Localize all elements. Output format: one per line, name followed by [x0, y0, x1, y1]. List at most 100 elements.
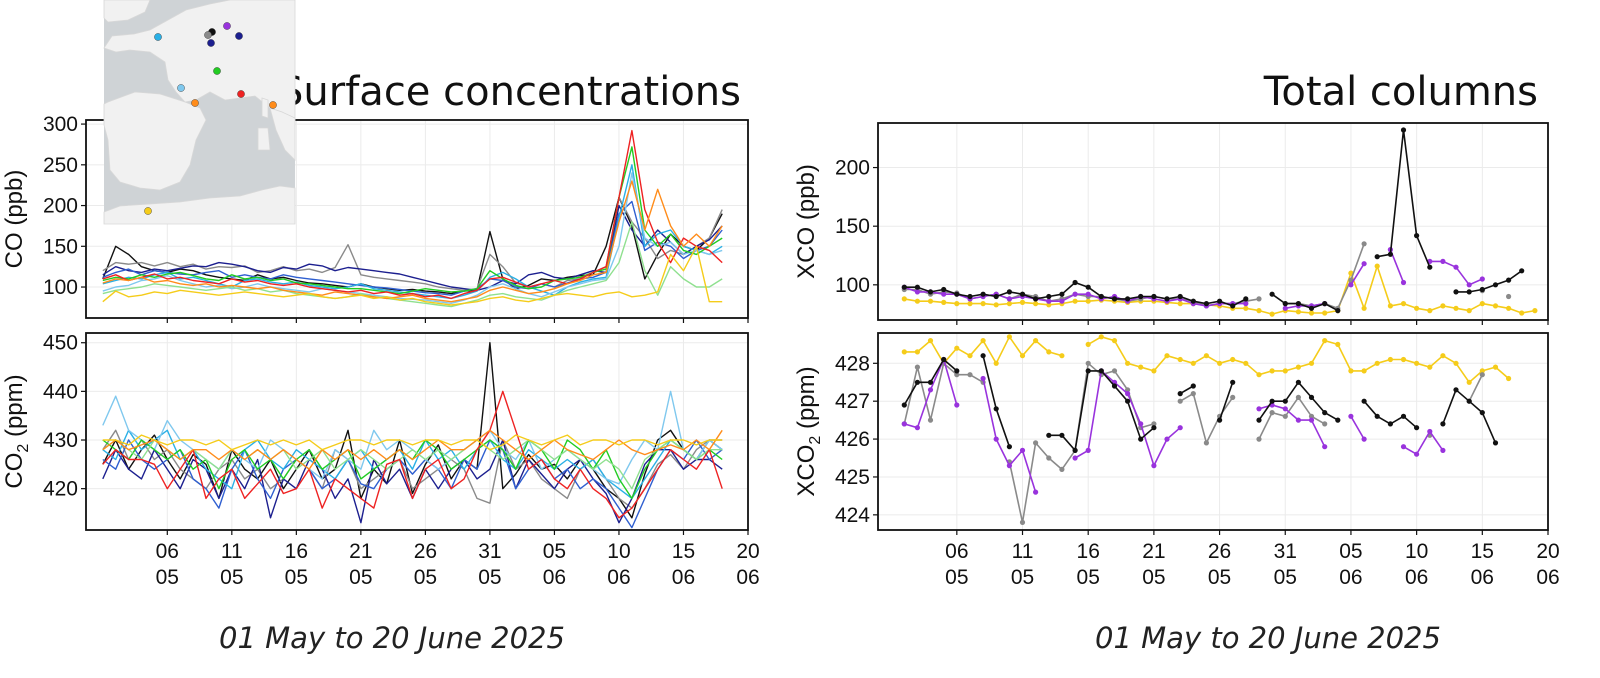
series-line	[102, 221, 723, 308]
data-point	[1046, 298, 1052, 304]
data-point	[1190, 360, 1196, 366]
series-red	[102, 390, 723, 519]
data-point	[1335, 308, 1341, 314]
x-tick-day: 06	[945, 540, 968, 563]
plot-frame	[877, 122, 1549, 321]
y-tick-label: 425	[835, 466, 870, 489]
data-point	[1466, 289, 1472, 295]
data-point	[1322, 310, 1328, 316]
left-x-caption: 01 May to 20 June 2025	[219, 621, 565, 655]
series-line	[1074, 370, 1181, 467]
series-line	[1377, 129, 1431, 268]
y-axis-label: XCO2 (ppm)	[793, 366, 824, 496]
x-tick-day: 20	[736, 540, 759, 563]
series-line	[102, 342, 723, 519]
data-point	[954, 301, 960, 307]
station-map	[103, 0, 296, 225]
station-marker-purple	[223, 22, 231, 30]
data-point	[1019, 447, 1026, 453]
data-point	[1492, 282, 1499, 288]
data-point	[967, 372, 973, 378]
series-line	[982, 378, 1037, 493]
plot-frame	[85, 332, 749, 531]
data-point	[1059, 298, 1065, 304]
data-point	[1387, 356, 1393, 363]
series-lightgreen	[102, 221, 723, 308]
data-point	[1295, 417, 1301, 423]
data-point	[1125, 398, 1131, 404]
series-yellow	[102, 245, 723, 306]
data-point	[1125, 360, 1131, 366]
data-point	[1295, 379, 1301, 385]
series-blue	[102, 439, 723, 529]
data-point	[941, 286, 947, 293]
data-point	[1492, 303, 1499, 309]
y-tick-label: 100	[835, 274, 870, 297]
y-axis-label: XCO (ppb)	[793, 164, 820, 279]
data-point	[1361, 436, 1367, 442]
data-point	[1111, 383, 1118, 389]
data-point	[1506, 375, 1512, 382]
data-point	[927, 387, 934, 393]
data-point	[1085, 360, 1091, 366]
data-point	[1322, 301, 1328, 307]
data-point	[980, 291, 986, 297]
data-point	[1098, 334, 1104, 340]
data-point	[901, 296, 907, 302]
data-point	[1085, 284, 1091, 290]
data-point	[927, 338, 934, 344]
data-point	[927, 379, 934, 385]
x-tick-month: 06	[543, 566, 566, 589]
data-point	[1282, 398, 1288, 404]
station-marker-cyan	[154, 33, 162, 41]
data-point	[1308, 417, 1315, 423]
x-tick-month: 06	[1339, 566, 1362, 589]
data-point	[1361, 305, 1367, 311]
series-line	[102, 434, 723, 451]
data-point	[1335, 341, 1341, 347]
x-tick-month: 05	[414, 566, 437, 589]
y-tick-label: 430	[43, 429, 78, 452]
data-point	[914, 425, 921, 431]
series-yellow	[901, 334, 1512, 385]
station-marker-red	[237, 90, 245, 98]
data-point	[1506, 293, 1512, 300]
data-point	[1190, 383, 1196, 389]
series-line	[1350, 415, 1365, 440]
x-tick-month: 06	[607, 566, 630, 589]
data-point	[1177, 391, 1183, 397]
data-point	[1006, 334, 1013, 340]
data-point	[1479, 410, 1485, 416]
data-point	[1033, 301, 1039, 307]
data-point	[1177, 293, 1183, 300]
data-point	[1453, 387, 1459, 393]
series-line	[903, 362, 984, 425]
data-point	[1125, 296, 1131, 302]
y-tick-label: 428	[835, 352, 870, 375]
y-axis-label: CO (ppb)	[1, 170, 28, 269]
x-tick-day: 05	[543, 540, 566, 563]
map-land-4	[261, 97, 269, 119]
series-lightblue	[102, 172, 723, 304]
data-point	[1414, 425, 1420, 431]
x-tick-month: 05	[1208, 566, 1231, 589]
right-panel-title: Total columns	[1263, 69, 1538, 115]
x-tick-day: 20	[1536, 540, 1559, 563]
data-point	[993, 436, 999, 442]
series-black	[102, 342, 723, 519]
map-land-6	[103, 185, 296, 225]
data-point	[1085, 447, 1091, 453]
series-cyan	[102, 429, 723, 500]
data-point	[1453, 264, 1459, 270]
data-point	[954, 291, 960, 297]
series-line	[102, 390, 723, 519]
x-tick-day: 26	[1208, 540, 1231, 563]
x-tick-month: 05	[1077, 566, 1100, 589]
data-point	[1348, 282, 1354, 288]
data-point	[993, 360, 999, 366]
series-line	[1258, 396, 1326, 440]
series-line	[1087, 335, 1510, 384]
data-point	[980, 338, 986, 344]
station-marker-grey	[204, 31, 212, 39]
y-tick-label: 426	[835, 428, 870, 451]
